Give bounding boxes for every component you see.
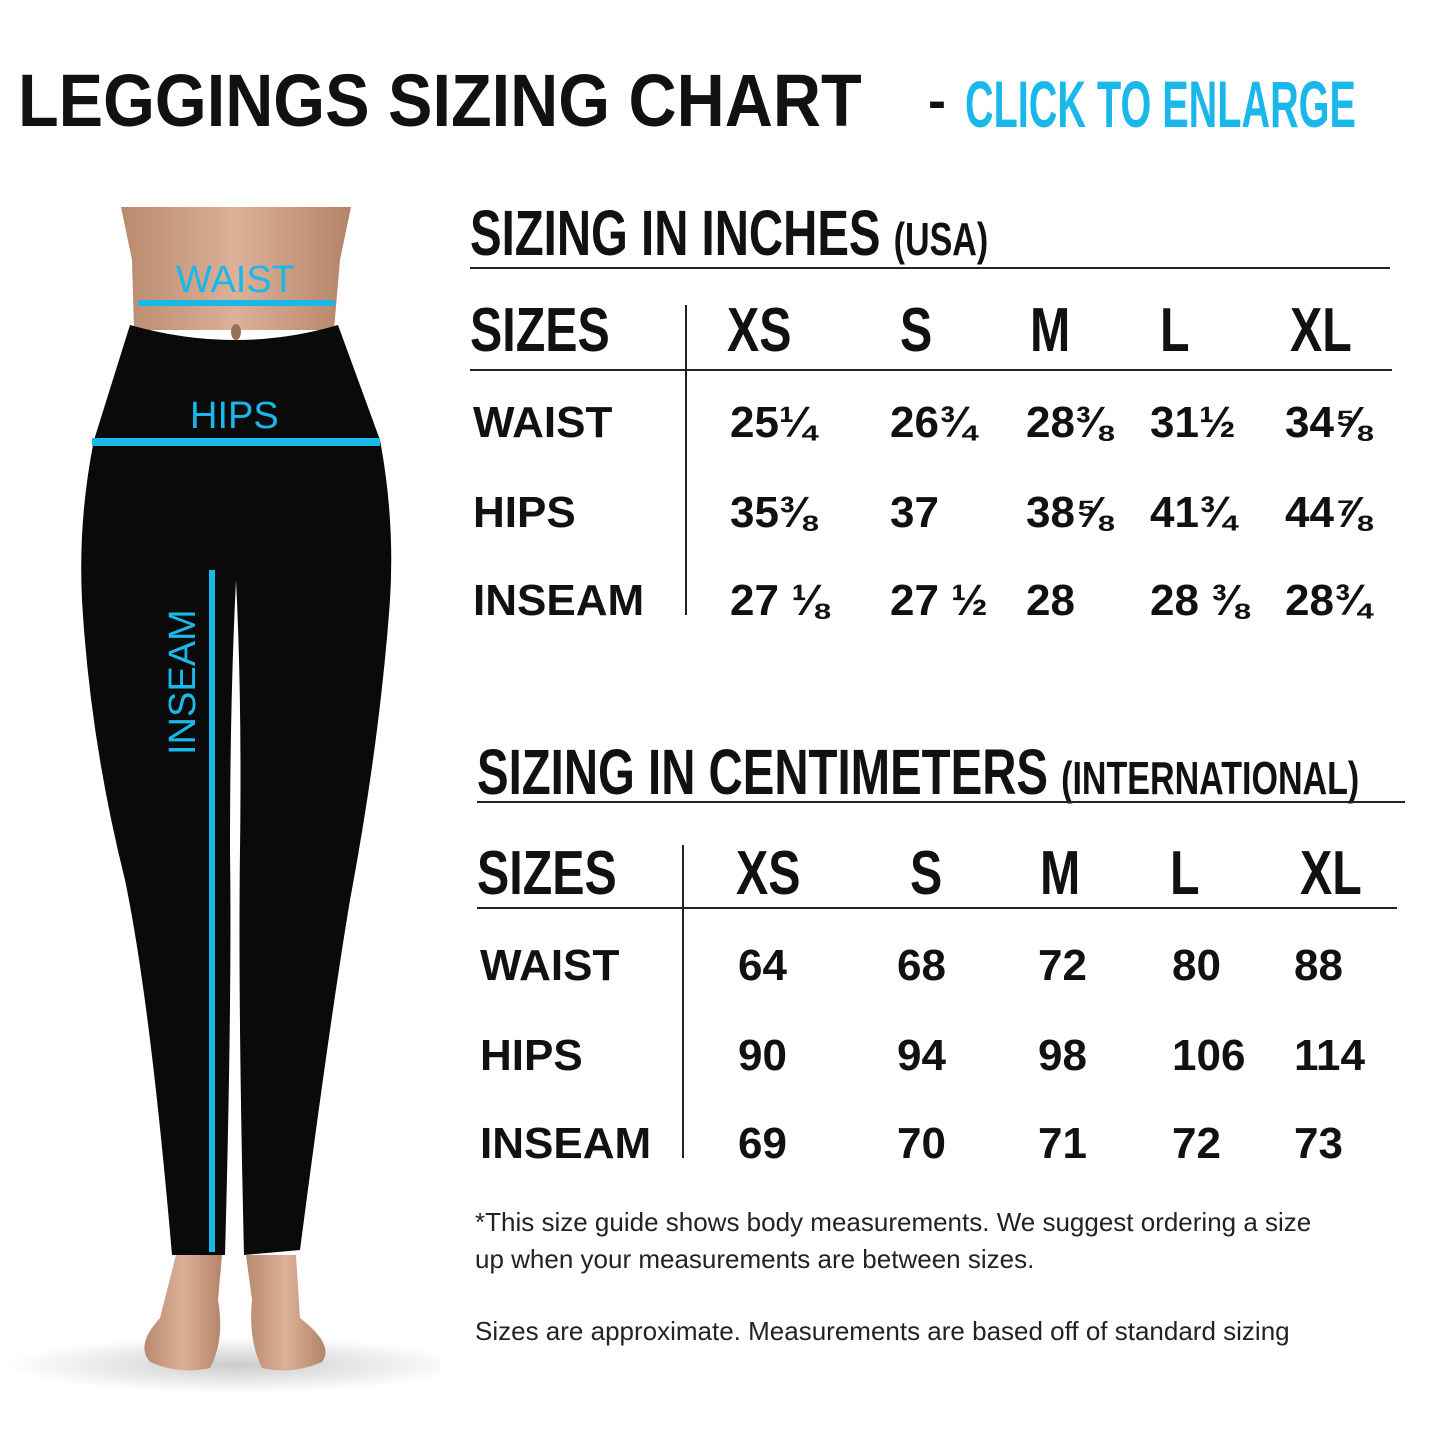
- size-header-l: L: [1160, 296, 1190, 365]
- table-cell: 90: [738, 1031, 787, 1080]
- table-cell: 98: [1038, 1031, 1087, 1080]
- size-header-xs: XS: [736, 839, 801, 908]
- row-label-inseam: INSEAM: [473, 576, 645, 625]
- header-divider: [470, 369, 1392, 371]
- size-header-xl: XL: [1300, 839, 1362, 908]
- waist-line: [138, 300, 335, 306]
- row-label-inseam: INSEAM: [480, 1119, 652, 1168]
- leggings: [81, 325, 392, 1255]
- inseam-label: INSEAM: [162, 609, 204, 755]
- table-cell: 28: [1026, 576, 1075, 625]
- table-cell: 38⅝: [1026, 488, 1112, 537]
- inches-heading: SIZING IN INCHES (USA): [470, 196, 988, 270]
- divider: [477, 801, 1405, 803]
- table-cell: 80: [1172, 941, 1221, 990]
- table-cell: 114: [1294, 1031, 1365, 1080]
- cm-title: SIZING IN CENTIMETERS: [477, 736, 1048, 808]
- right-foot: [246, 1255, 326, 1371]
- table-cell: 37: [890, 488, 939, 537]
- sizes-header: SIZES: [470, 296, 610, 365]
- column-divider: [685, 305, 687, 615]
- row-label-waist: WAIST: [480, 941, 620, 990]
- table-cell: 106: [1172, 1031, 1246, 1080]
- table-cell: 73: [1294, 1119, 1343, 1168]
- table-cell: 27 ½: [890, 576, 988, 625]
- table-cell: 68: [897, 941, 946, 990]
- table-cell: 71: [1038, 1119, 1087, 1168]
- table-cell: 69: [738, 1119, 787, 1168]
- table-cell: 72: [1038, 941, 1087, 990]
- size-header-l: L: [1170, 839, 1200, 908]
- note-line-3: Sizes are approximate. Measurements are …: [475, 1316, 1290, 1346]
- row-label-waist: WAIST: [473, 398, 613, 447]
- size-header-xl: XL: [1290, 296, 1352, 365]
- inches-subtitle: (USA): [893, 213, 989, 265]
- inseam-line: [209, 570, 215, 1252]
- hips-line: [92, 438, 380, 446]
- torso: [121, 207, 351, 330]
- sizes-header: SIZES: [477, 839, 617, 908]
- header-divider: [477, 907, 1397, 909]
- row-label-hips: HIPS: [473, 488, 576, 537]
- table-cell: 41¾: [1150, 488, 1236, 537]
- table-cell: 27 ⅛: [730, 576, 828, 625]
- table-cell: 44⅞: [1285, 488, 1371, 537]
- size-header-m: M: [1040, 839, 1081, 908]
- table-cell: 25¼: [730, 398, 816, 447]
- table-cell: 64: [738, 941, 787, 990]
- size-header-s: S: [910, 839, 943, 908]
- size-header-s: S: [900, 296, 933, 365]
- table-cell: 34⅝: [1285, 398, 1371, 447]
- divider: [470, 267, 1390, 269]
- inches-title: SIZING IN INCHES: [470, 197, 881, 269]
- row-label-hips: HIPS: [480, 1031, 583, 1080]
- size-header-m: M: [1030, 296, 1071, 365]
- column-divider: [682, 845, 684, 1158]
- note-line-2: up when your measurements are between si…: [475, 1244, 1035, 1274]
- page-title: LEGGINGS SIZING CHART: [18, 59, 862, 142]
- table-cell: 94: [897, 1031, 946, 1080]
- table-cell: 26¾: [890, 398, 976, 447]
- left-foot: [144, 1255, 222, 1371]
- click-to-enlarge-link[interactable]: CLICK TO ENLARGE: [965, 67, 1356, 141]
- note-line-1: *This size guide shows body measurements…: [475, 1207, 1312, 1237]
- leggings-figure: WAIST HIPS INSEAM: [6, 207, 440, 1393]
- table-cell: 28 ⅜: [1150, 576, 1248, 625]
- hips-label: HIPS: [190, 395, 279, 437]
- table-cell: 88: [1294, 941, 1343, 990]
- table-cell: 35⅜: [730, 488, 816, 537]
- table-cell: 72: [1172, 1119, 1221, 1168]
- table-cell: 28¾: [1285, 576, 1371, 625]
- waist-label: WAIST: [176, 259, 295, 301]
- table-cell: 28⅜: [1026, 398, 1112, 447]
- cm-heading: SIZING IN CENTIMETERS (INTERNATIONAL): [477, 735, 1359, 809]
- title-separator: -: [928, 71, 946, 131]
- size-header-xs: XS: [727, 296, 792, 365]
- cm-subtitle: (INTERNATIONAL): [1061, 752, 1360, 804]
- table-cell: 31½: [1150, 398, 1236, 447]
- table-cell: 70: [897, 1119, 946, 1168]
